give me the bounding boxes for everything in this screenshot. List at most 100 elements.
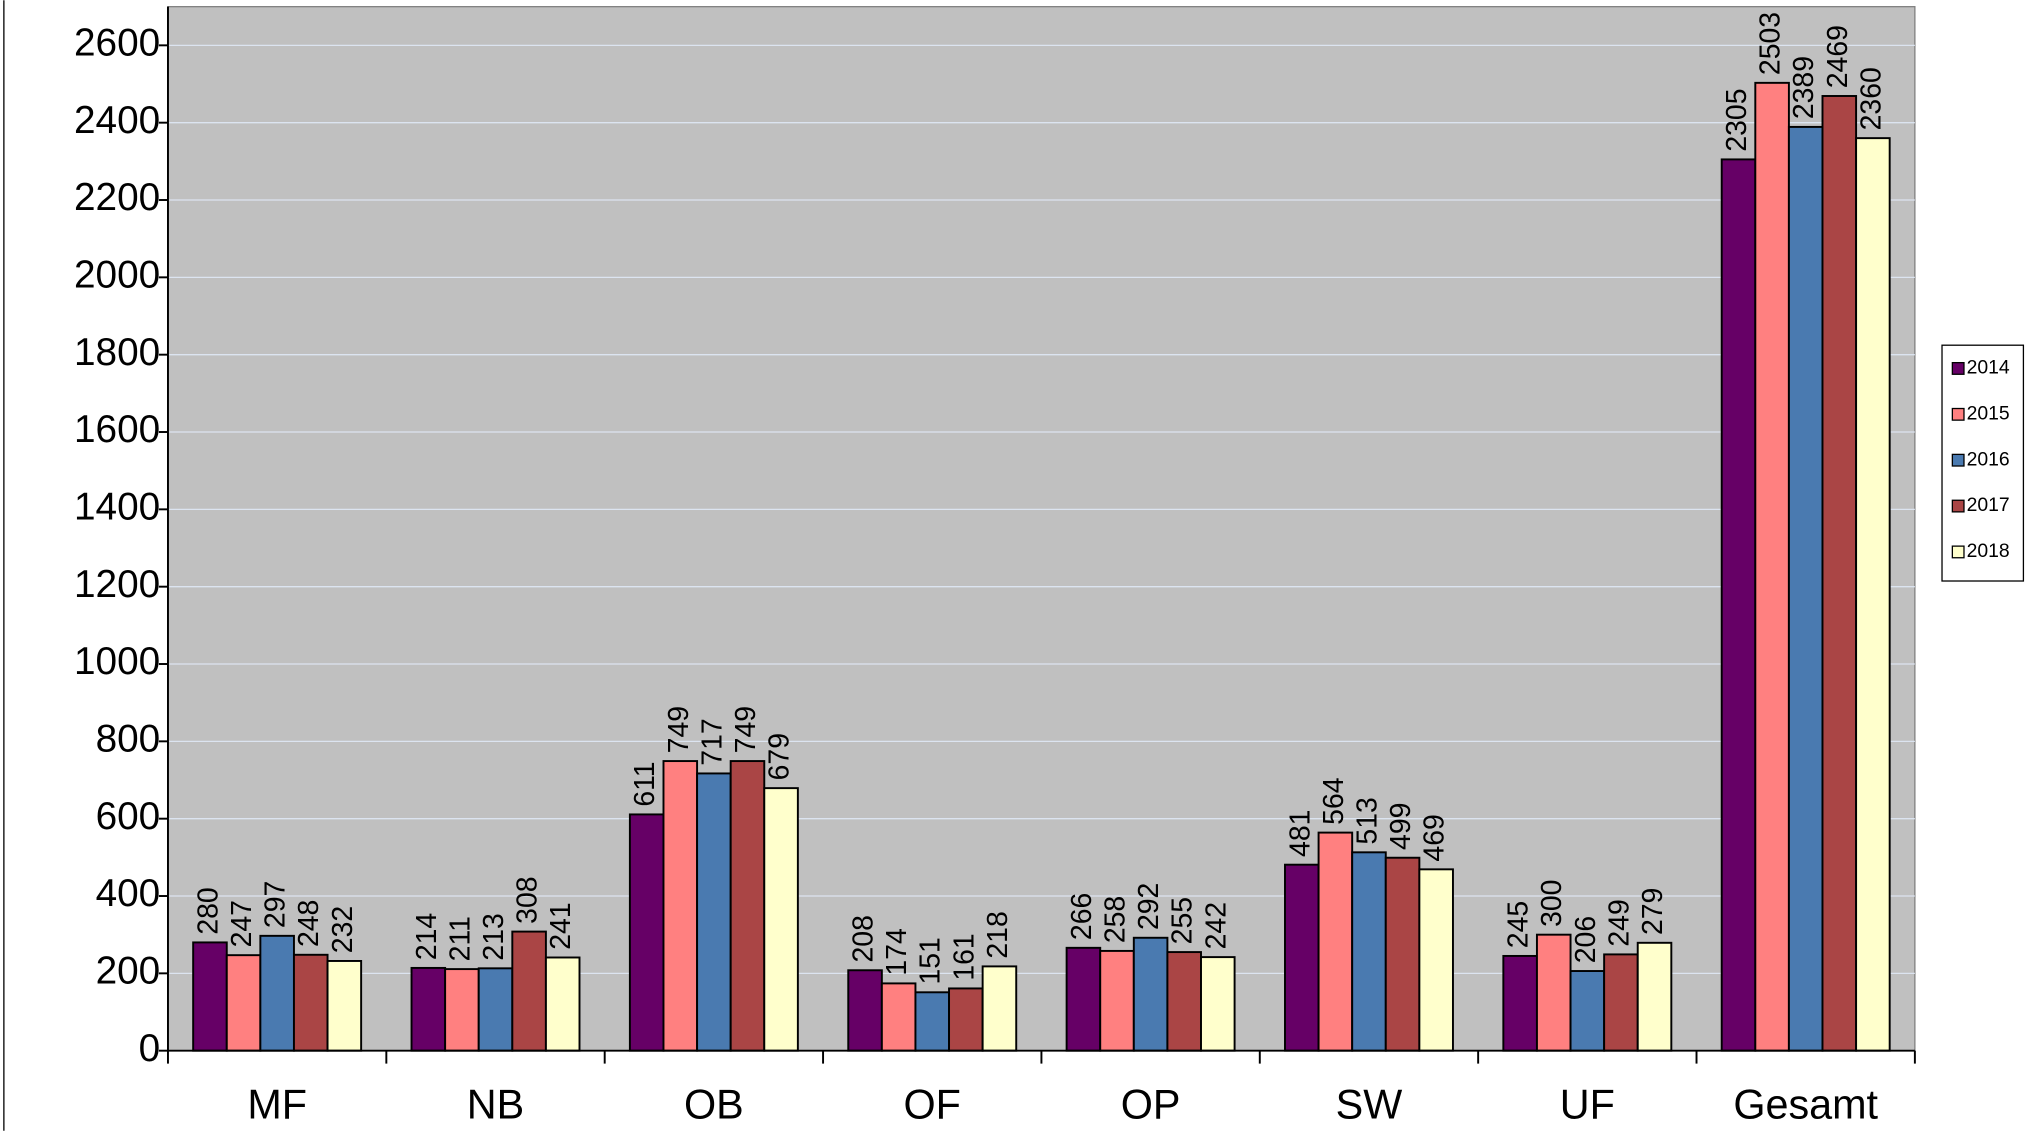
y-tick-label: 1400 [74,486,160,529]
bar [259,934,295,1052]
value-label: 248 [293,900,325,947]
x-tick-label: MF [247,1081,307,1127]
bar [1603,953,1639,1052]
legend-label: 2017 [1967,494,2010,516]
value-label: 2305 [1721,88,1753,151]
value-label: 255 [1167,897,1199,944]
y-tick-label: 0 [139,1027,161,1070]
legend-label: 2015 [1967,402,2010,424]
value-label: 151 [915,937,947,984]
value-label: 300 [1536,880,1568,927]
bar [292,953,329,1052]
value-label: 208 [848,915,880,962]
legend-swatch [1951,545,1965,559]
bar [763,787,799,1052]
value-label: 174 [881,928,913,975]
bar [847,969,883,1052]
value-label: 232 [327,906,359,953]
bar [192,941,228,1052]
y-tick-label: 600 [96,795,161,838]
y-tick-label: 800 [96,718,161,761]
y-tick-label: 1600 [74,408,160,451]
bar [1535,933,1572,1052]
bar [444,968,480,1052]
value-label: 258 [1100,896,1132,943]
bar [729,760,766,1052]
bar [410,966,447,1052]
bar [1418,868,1454,1052]
value-label: 308 [512,876,544,923]
bar [326,960,363,1052]
bar [880,982,917,1052]
bar [981,965,1018,1052]
bar [914,991,951,1052]
value-label: 717 [696,718,728,765]
value-label: 247 [226,900,258,947]
value-label: 206 [1570,916,1602,963]
value-label: 214 [411,913,443,960]
bar [225,954,262,1052]
x-tick-label: UF [1560,1081,1615,1127]
value-label: 469 [1419,814,1451,861]
bar [1132,936,1169,1052]
bar [1284,863,1320,1052]
legend-label: 2016 [1967,448,2010,470]
value-label: 513 [1351,797,1383,844]
y-tick-label: 2400 [74,99,160,142]
bar [1099,949,1135,1052]
bar [1502,954,1538,1052]
value-label: 245 [1503,901,1535,948]
bar [948,987,984,1052]
bar [1351,851,1387,1052]
value-label: 611 [629,761,661,806]
bar [1384,856,1421,1052]
bar [1754,81,1790,1052]
bar [696,772,732,1052]
x-tick-label: OF [904,1081,961,1127]
bar [1855,137,1891,1052]
y-tick-label: 1000 [74,640,160,683]
bar [544,956,581,1052]
legend-swatch [1951,453,1965,467]
value-label: 249 [1603,899,1635,946]
y-tick-label: 2600 [74,22,160,65]
bar [628,813,665,1052]
bar [1569,970,1606,1052]
value-label: 279 [1637,888,1669,935]
bar [1636,941,1673,1052]
value-label: 749 [730,706,762,753]
bar [1787,125,1824,1052]
legend-label: 2018 [1967,540,2010,562]
bar [1065,946,1102,1052]
value-label: 218 [982,911,1014,958]
legend-swatch [1951,499,1965,513]
bar [511,930,547,1052]
value-label: 564 [1318,777,1350,824]
bar [1821,95,1858,1052]
value-label: 297 [260,881,292,928]
x-tick-label: OB [684,1081,744,1127]
value-label: 242 [1200,902,1232,949]
value-label: 2469 [1822,25,1854,88]
x-tick-label: SW [1336,1081,1403,1127]
legend-swatch [1951,407,1965,421]
y-tick-label: 2000 [74,254,160,297]
bar [1720,158,1757,1052]
y-tick-label: 1800 [74,331,160,374]
value-label: 749 [663,706,695,753]
legend-label: 2014 [1967,357,2010,379]
value-label: 2389 [1788,56,1820,119]
bar [662,760,699,1052]
x-tick-label: NB [467,1081,524,1127]
value-label: 292 [1133,883,1165,930]
value-label: 280 [192,887,224,934]
value-label: 213 [478,913,510,960]
value-label: 211 [444,916,476,961]
value-label: 481 [1284,810,1316,857]
y-tick-label: 400 [96,872,161,915]
value-label: 241 [545,902,577,949]
x-tick-label: Gesamt [1733,1081,1878,1127]
y-tick-label: 2200 [74,176,160,219]
value-label: 2503 [1755,12,1787,75]
